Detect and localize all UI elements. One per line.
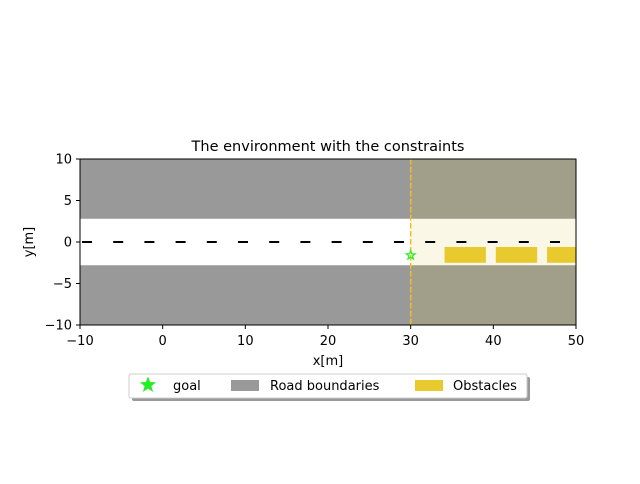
x-axis-label: x[m] [313,354,344,369]
y-tick-label-4: 10 [55,153,72,168]
plot-area [79,158,577,326]
legend-road-boundaries-label: Road boundaries [270,379,380,394]
y-tick-label-0: −10 [45,319,72,334]
x-tick-label-4: 30 [402,334,419,349]
x-axis-ticks: −10 0 10 20 30 40 50 [66,325,584,349]
x-tick-label-5: 40 [485,334,502,349]
y-axis-ticks: −10 −5 0 5 10 [45,153,80,334]
y-tick-label-1: −5 [53,277,72,292]
obstacle-1 [495,246,538,263]
obstacle-0 [444,246,486,263]
y-tick-label-3: 5 [64,194,72,209]
constraint-tint-boundary-0 [410,159,576,219]
x-tick-label-1: 0 [159,334,167,349]
x-tick-label-2: 10 [237,334,254,349]
x-tick-label-3: 20 [320,334,337,349]
x-tick-label-0: −10 [66,334,93,349]
goal-star-icon [404,248,417,261]
legend-goal-star-icon [139,376,157,393]
obstacles [444,246,576,263]
constraint-region [410,159,576,325]
y-axis-label: y[m] [22,227,37,258]
chart-title: The environment with the constraints [191,139,465,155]
constraint-tint-boundary-1 [410,265,576,325]
obstacle-2 [547,246,576,263]
legend-obstacles-label: Obstacles [453,379,517,394]
legend-obstacles-swatch [415,380,443,391]
legend: goal Road boundaries Obstacles [128,373,530,401]
legend-road-boundaries-swatch [231,380,259,391]
legend-goal-label: goal [173,379,201,394]
y-tick-label-2: 0 [64,236,72,251]
x-tick-label-6: 50 [568,334,585,349]
